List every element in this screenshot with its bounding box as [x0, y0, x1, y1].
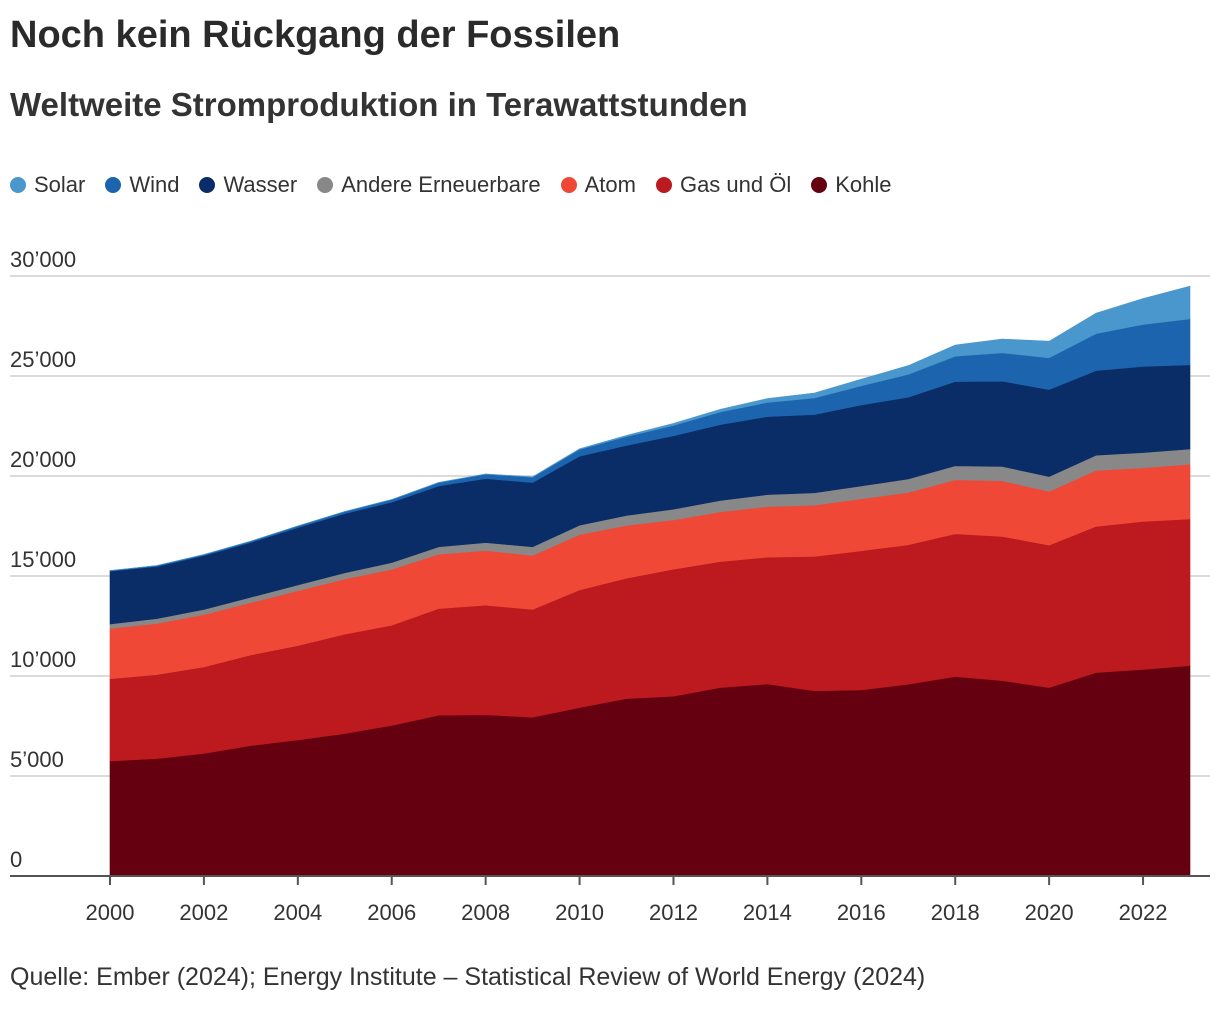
- legend-item-andere-erneuerbare: Andere Erneuerbare: [317, 172, 541, 198]
- legend-item-solar: Solar: [10, 172, 85, 198]
- y-tick-label: 0: [10, 847, 22, 872]
- legend-label-wasser: Wasser: [223, 172, 298, 197]
- legend-item-wasser: Wasser: [199, 172, 297, 198]
- axis-layer: 0 5’000 10’000 15’000 20’000 25’000 30’000 2000…: [10, 247, 1210, 925]
- legend-swatch-gas-und-oel: [655, 177, 672, 193]
- legend-label-kohle: Kohle: [835, 172, 892, 197]
- x-tick-label: 2000: [86, 900, 135, 925]
- stacked-area-chart: 0 5’000 10’000 15’000 20’000 25’000 30’000 2000…: [10, 247, 1210, 925]
- x-tick-label: 2008: [461, 900, 510, 925]
- y-tick-label: 20’000: [10, 447, 76, 472]
- chart-title: Noch kein Rückgang der Fossilen: [10, 14, 621, 56]
- legend-label-gas-und-oel: Gas und Öl: [679, 172, 792, 197]
- source-note: Quelle: Ember (2024); Energy Institute –…: [10, 963, 926, 991]
- legend-label-wind: Wind: [129, 172, 180, 197]
- legend-swatch-andere-erneuerbare: [317, 177, 334, 193]
- legend-label-solar: Solar: [34, 172, 86, 197]
- y-tick-label: 15’000: [10, 547, 76, 572]
- legend-swatch-wasser: [199, 177, 216, 193]
- legend-label-andere-erneuerbare: Andere Erneuerbare: [341, 172, 541, 197]
- legend-item-gas-und-oel: Gas und Öl: [655, 172, 792, 198]
- x-tick-label: 2020: [1025, 900, 1074, 925]
- y-tick-label: 10’000: [10, 647, 76, 672]
- legend-swatch-wind: [105, 177, 122, 193]
- legend-swatch-atom: [560, 177, 577, 193]
- x-tick-label: 2002: [179, 900, 228, 925]
- x-tick-label: 2004: [273, 900, 322, 925]
- area-solar: [109, 285, 1191, 571]
- x-tick-label: 2018: [931, 900, 980, 925]
- x-tick-label: 2010: [555, 900, 604, 925]
- x-tick-label: 2014: [743, 900, 792, 925]
- x-tick-label: 2006: [367, 900, 416, 925]
- chart-legend: Solar Wind Wasser Andere Erneuerbare Atom Gas…: [10, 172, 912, 198]
- y-tick-label: 30’000: [10, 247, 76, 272]
- area-layer: [109, 285, 1191, 877]
- legend-label-atom: Atom: [584, 172, 636, 197]
- y-tick-label: 25’000: [10, 347, 76, 372]
- legend-item-kohle: Kohle: [811, 172, 892, 198]
- y-tick-label: 5’000: [10, 747, 64, 772]
- x-tick-label: 2012: [649, 900, 698, 925]
- x-tick-label: 2016: [837, 900, 886, 925]
- legend-swatch-kohle: [811, 177, 828, 193]
- legend-item-atom: Atom: [560, 172, 636, 198]
- legend-swatch-solar: [10, 177, 26, 193]
- legend-item-wind: Wind: [105, 172, 179, 198]
- x-tick-label: 2022: [1119, 900, 1168, 925]
- chart-subtitle: Weltweite Stromproduktion in Terawattstu…: [10, 86, 748, 123]
